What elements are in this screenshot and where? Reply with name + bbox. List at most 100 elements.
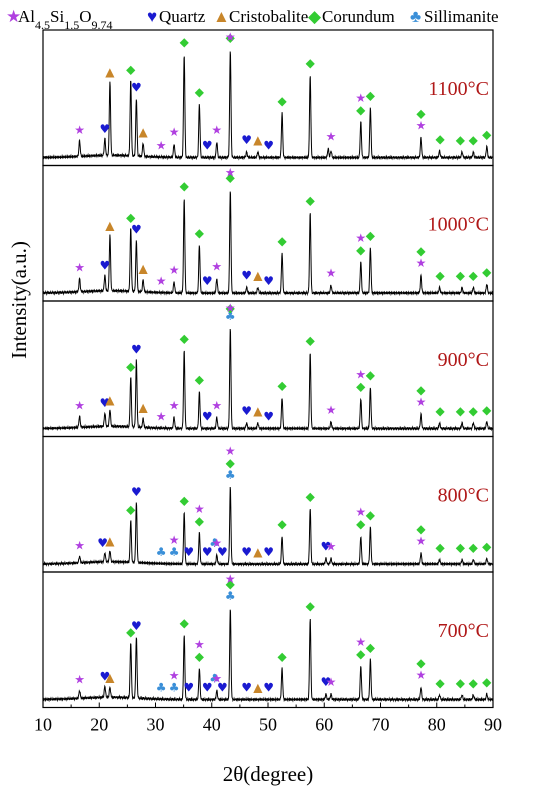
heart-marker-icon: ♥	[100, 258, 111, 272]
diamond-marker-icon: ◆	[356, 379, 366, 393]
star-marker-icon: ★	[211, 672, 222, 686]
pattern-line	[42, 609, 494, 703]
diamond-marker-icon: ◆	[356, 647, 366, 661]
diamond-marker-icon: ◆	[435, 541, 445, 555]
x-tick-label: 50	[259, 715, 277, 735]
diamond-marker-icon: ◆	[416, 383, 426, 397]
star-marker-icon: ★	[225, 301, 236, 315]
triangle-marker-icon: ▲	[253, 404, 263, 418]
diamond-marker-icon: ◆	[126, 63, 136, 77]
heart-marker-icon: ♥	[241, 404, 252, 418]
star-marker-icon: ★	[169, 398, 180, 412]
star-marker-icon: ★	[211, 398, 222, 412]
triangle-marker-icon: ▲	[105, 534, 115, 548]
star-marker-icon: ★	[326, 403, 337, 417]
heart-marker-icon: ♥	[183, 681, 194, 695]
x-tick-label: 10	[34, 715, 52, 735]
star-marker-icon: ★	[225, 572, 236, 586]
star-marker-icon: ★	[355, 231, 366, 245]
heart-marker-icon: ♥	[183, 545, 194, 559]
diamond-marker-icon: ◆	[356, 517, 366, 531]
diamond-marker-icon: ◆	[226, 30, 236, 44]
diamond-marker-icon: ◆	[482, 403, 492, 417]
legend-symbol-club-icon: ♣	[410, 7, 421, 26]
diamond-marker-icon: ◆	[195, 85, 205, 99]
club-marker-icon: ♣	[156, 545, 167, 559]
diamond-marker-icon: ◆	[180, 179, 190, 193]
star-marker-icon: ★	[169, 125, 180, 139]
club-marker-icon: ♣	[169, 681, 180, 695]
star-marker-icon: ★	[156, 274, 167, 288]
heart-marker-icon: ♥	[263, 139, 274, 153]
star-marker-icon: ★	[74, 673, 85, 687]
diamond-marker-icon: ◆	[195, 514, 205, 528]
temperature-label: 800°C	[438, 485, 489, 507]
star-marker-icon: ★	[225, 166, 236, 180]
diamond-marker-icon: ◆	[435, 404, 445, 418]
panel-1100°C: ★ ♥▲ ◆♥▲★★◆◆♥★◆★♥ ▲ ♥◆◆★◆★ ◆★◆◆ ◆ ◆ ◆1100°C	[42, 29, 494, 167]
heart-marker-icon: ♥	[241, 545, 252, 559]
club-marker-icon: ♣	[225, 468, 236, 482]
x-tick-label: 70	[372, 715, 390, 735]
diamond-marker-icon: ◆	[126, 625, 136, 639]
heart-marker-icon: ♥	[263, 410, 274, 424]
diamond-marker-icon: ◆	[469, 676, 479, 690]
diamond-marker-icon: ◆	[482, 539, 492, 553]
diamond-marker-icon: ◆	[226, 301, 236, 315]
triangle-marker-icon: ▲	[105, 65, 115, 79]
diamond-marker-icon: ◆	[356, 243, 366, 257]
club-marker-icon: ♣	[209, 672, 220, 686]
star-marker-icon: ★	[169, 669, 180, 683]
diamond-marker-icon: ◆	[456, 133, 466, 147]
panel-800°C: ★ ♥▲◆♥♣ ♣★◆♥◆★♥♣★♥♣◆★♥ ▲ ♥◆◆♥★◆★ ◆★◆◆ ◆ ◆ ◆800°C	[42, 435, 494, 573]
triangle-marker-icon: ▲	[253, 545, 263, 559]
star-marker-icon: ★	[416, 668, 427, 682]
star-marker-icon: ★	[156, 139, 167, 153]
star-marker-icon: ★	[211, 123, 222, 137]
diamond-marker-icon: ◆	[277, 649, 287, 663]
star-marker-icon: ★	[326, 539, 337, 553]
temperature-label: 900°C	[438, 349, 489, 371]
diamond-marker-icon: ◆	[277, 517, 287, 531]
panel-900°C: ★ ♥▲◆♥▲★★◆◆♥★♣◆★♥ ▲ ♥◆◆★◆★ ◆★◆◆ ◆ ◆ ◆900°C	[42, 300, 494, 438]
star-marker-icon: ★	[225, 444, 236, 458]
star-marker-icon: ★	[355, 635, 366, 649]
diamond-marker-icon: ◆	[416, 656, 426, 670]
heart-marker-icon: ♥	[241, 268, 252, 282]
legend-label-sillimanite: Sillimanite	[424, 7, 499, 26]
heart-marker-icon: ♥	[131, 343, 142, 357]
triangle-marker-icon: ▲	[253, 681, 263, 695]
diamond-marker-icon: ◆	[366, 88, 376, 102]
heart-marker-icon: ♥	[131, 485, 142, 499]
star-marker-icon: ★	[326, 266, 337, 280]
diamond-marker-icon: ◆	[226, 456, 236, 470]
heart-marker-icon: ♥	[241, 681, 252, 695]
triangle-marker-icon: ▲	[253, 133, 263, 147]
heart-marker-icon: ♥	[100, 122, 111, 136]
diamond-marker-icon: ◆	[456, 404, 466, 418]
temperature-label: 1100°C	[428, 78, 489, 100]
heart-marker-icon: ♥	[263, 274, 274, 288]
diamond-marker-icon: ◆	[306, 599, 316, 613]
diamond-marker-icon: ◆	[277, 94, 287, 108]
diamond-marker-icon: ◆	[306, 194, 316, 208]
triangle-marker-icon: ▲	[138, 125, 148, 139]
diamond-marker-icon: ◆	[366, 228, 376, 242]
legend: ★ Al4.5Si1.5O9.74 ♥ Quartz ▲ Cristobalit…	[6, 7, 499, 32]
legend-label-quartz: Quartz	[159, 7, 206, 26]
triangle-marker-icon: ▲	[253, 268, 263, 282]
diamond-marker-icon: ◆	[195, 373, 205, 387]
x-tick-label: 30	[147, 715, 165, 735]
star-marker-icon: ★	[416, 395, 427, 409]
diamond-marker-icon: ◆	[195, 649, 205, 663]
heart-marker-icon: ♥	[263, 681, 274, 695]
diamond-marker-icon: ◆	[482, 127, 492, 141]
diamond-marker-icon: ◆	[306, 489, 316, 503]
diamond-marker-icon: ◆	[226, 170, 236, 184]
diamond-marker-icon: ◆	[356, 103, 366, 117]
star-marker-icon: ★	[355, 505, 366, 519]
diamond-marker-icon: ◆	[435, 676, 445, 690]
heart-marker-icon: ♥	[100, 396, 111, 410]
diamond-marker-icon: ◆	[469, 541, 479, 555]
diamond-marker-icon: ◆	[482, 265, 492, 279]
